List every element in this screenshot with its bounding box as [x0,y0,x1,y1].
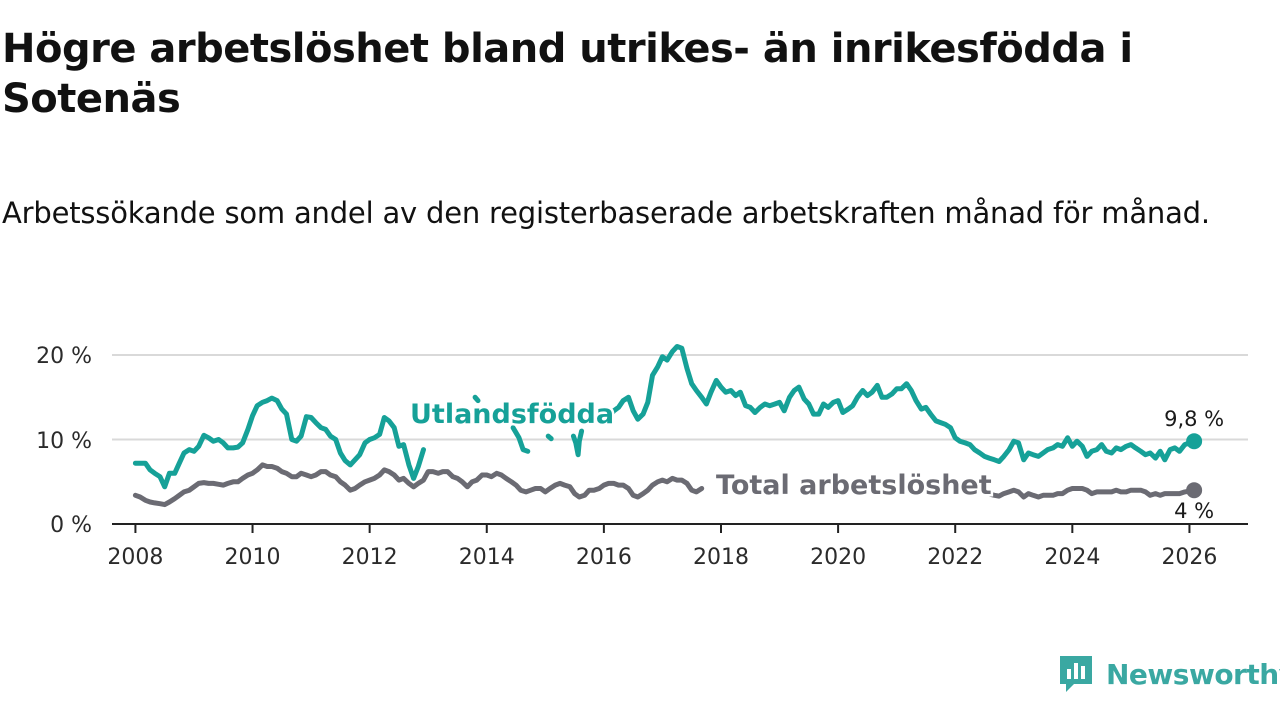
x-tick-label-2020: 2020 [810,545,866,570]
series-line-total-arbetsloshet-segment-1 [984,486,1197,500]
series-line-utlandsfodda-segment-3 [545,433,554,442]
x-tick-label-2008: 2008 [107,545,163,570]
y-tick-label-0: 0 % [50,513,92,538]
series-labels: Utlandsfödda Total arbetslöshet [408,397,995,504]
newsworthy-brand: Newsworthy [1058,654,1280,694]
x-tick-label-2016: 2016 [576,545,632,570]
x-tick-label-2018: 2018 [693,545,749,570]
series-line-utlandsfodda-segment-0 [132,395,426,490]
x-tick-label-2014: 2014 [459,545,515,570]
x-axis-ticks: 2008 2010 2012 2014 2016 2018 2020 2022 2024 2026 [107,524,1217,570]
series-label-utlandsfodda: Utlandsfödda [410,399,614,430]
series-line-utlandsfodda-segment-2 [510,425,531,454]
series-line-total-arbetsloshet-segment-0 [132,462,705,508]
brand-name: Newsworthy [1106,657,1280,691]
series-line-utlandsfodda-segment-1 [472,394,481,404]
y-tick-label-20: 20 % [36,344,92,369]
y-tick-label-10: 10 % [36,429,92,454]
x-tick-label-2022: 2022 [927,545,983,570]
end-markers: 9,8 % 4 % [1164,407,1224,523]
end-dot-total [1186,482,1203,499]
end-dot-utlandsfodda [1186,433,1203,450]
series-line-utlandsfodda-segment-4 [570,428,585,458]
series-lines [132,344,1197,508]
end-value-label-total: 4 % [1174,499,1214,523]
line-chart: 20 % 10 % 0 % 2008 2010 2012 2014 2016 2018 20… [36,344,1248,570]
series-label-total-arbetsloshet: Total arbetslöshet [716,470,992,501]
x-tick-label-2026: 2026 [1161,545,1217,570]
x-tick-label-2024: 2024 [1044,545,1100,570]
gridlines [112,354,1248,441]
series-line-utlandsfodda-segment-5 [601,344,1197,464]
newsworthy-logo-icon [1060,656,1092,692]
x-tick-label-2010: 2010 [225,545,281,570]
chart-title: Högre arbetslöshet bland utrikes- än inr… [2,26,1133,122]
y-axis-tick-labels: 20 % 10 % 0 % [36,344,92,538]
x-tick-label-2012: 2012 [342,545,398,570]
end-value-label-utlandsfodda: 9,8 % [1164,407,1224,431]
chart-subtitle: Arbetssökande som andel av den registerb… [2,196,1210,230]
